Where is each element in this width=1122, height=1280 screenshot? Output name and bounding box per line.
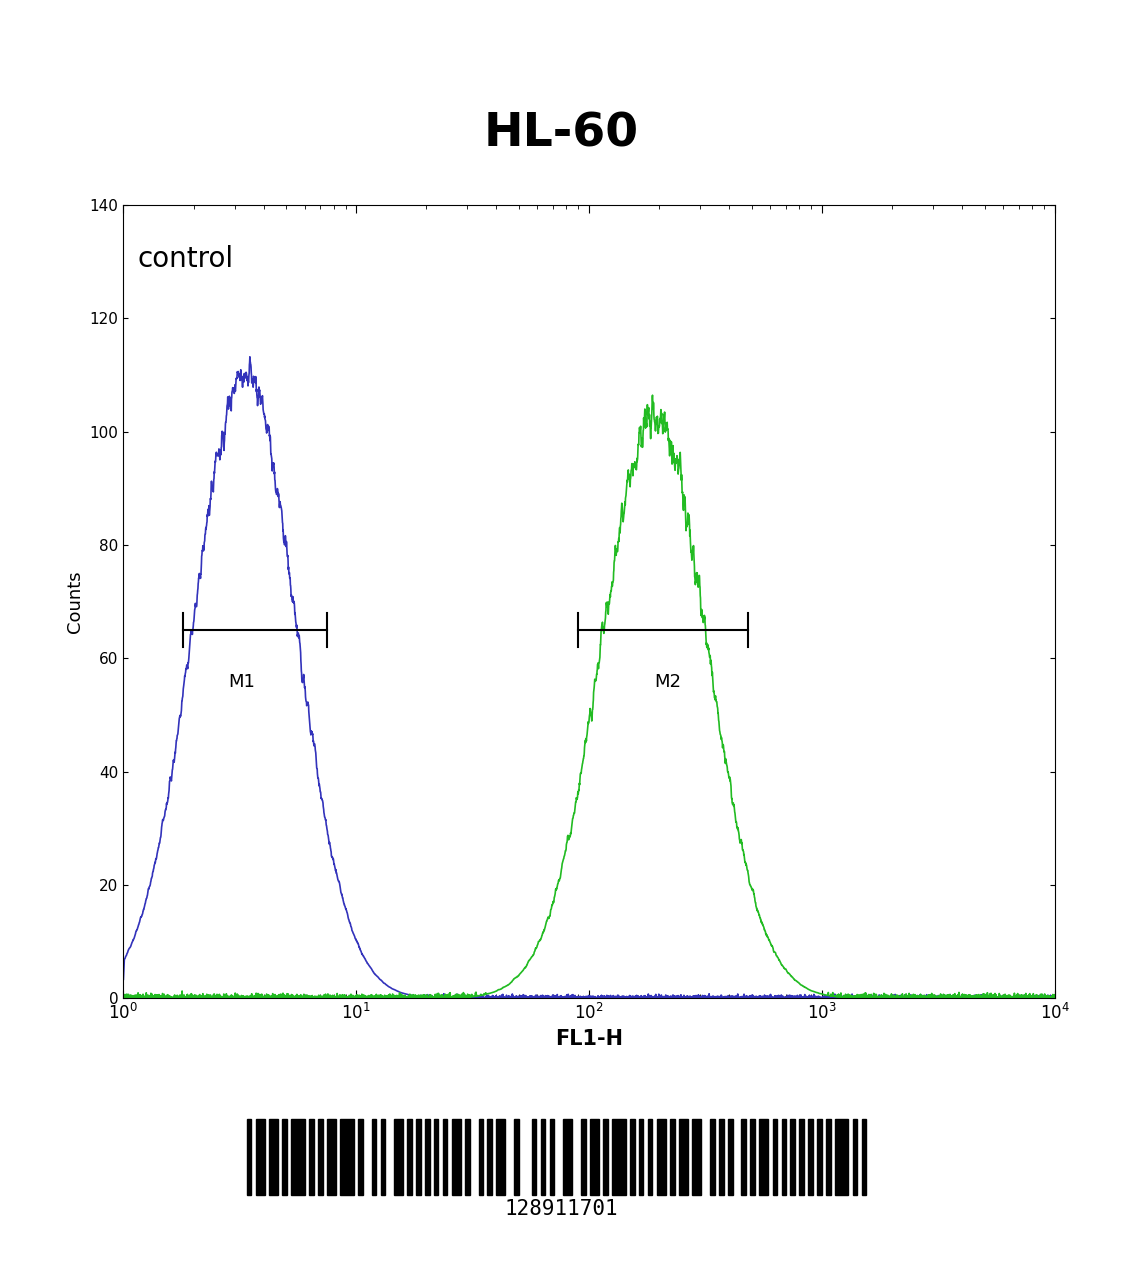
Bar <box>407 1119 412 1194</box>
Bar <box>719 1119 724 1194</box>
Bar <box>773 1119 778 1194</box>
Bar <box>487 1119 491 1194</box>
Bar <box>835 1119 848 1194</box>
Bar <box>550 1119 554 1194</box>
Bar <box>247 1119 251 1194</box>
Text: control: control <box>138 246 233 273</box>
Bar <box>452 1119 461 1194</box>
Bar <box>826 1119 830 1194</box>
Bar <box>283 1119 287 1194</box>
Bar <box>670 1119 674 1194</box>
Bar <box>358 1119 362 1194</box>
Bar <box>380 1119 385 1194</box>
Bar <box>496 1119 505 1194</box>
Bar <box>425 1119 430 1194</box>
Bar <box>791 1119 795 1194</box>
Bar <box>514 1119 518 1194</box>
Bar <box>604 1119 608 1194</box>
Text: HL-60: HL-60 <box>484 111 638 157</box>
Bar <box>371 1119 376 1194</box>
Bar <box>728 1119 733 1194</box>
Text: M2: M2 <box>654 672 681 691</box>
Bar <box>590 1119 599 1194</box>
X-axis label: FL1-H: FL1-H <box>555 1029 623 1048</box>
Bar <box>751 1119 755 1194</box>
Bar <box>760 1119 769 1194</box>
Bar <box>799 1119 803 1194</box>
Bar <box>466 1119 470 1194</box>
Bar <box>319 1119 323 1194</box>
Bar <box>853 1119 857 1194</box>
Bar <box>742 1119 746 1194</box>
Bar <box>640 1119 643 1194</box>
Bar <box>631 1119 635 1194</box>
Bar <box>310 1119 314 1194</box>
Bar <box>808 1119 812 1194</box>
Bar <box>269 1119 278 1194</box>
Bar <box>817 1119 821 1194</box>
Bar <box>613 1119 626 1194</box>
Bar <box>416 1119 421 1194</box>
Bar <box>782 1119 787 1194</box>
Bar <box>394 1119 403 1194</box>
Bar <box>434 1119 439 1194</box>
Bar <box>327 1119 335 1194</box>
Bar <box>679 1119 688 1194</box>
Y-axis label: Counts: Counts <box>66 571 84 632</box>
Bar <box>479 1119 482 1194</box>
Bar <box>443 1119 448 1194</box>
Bar <box>541 1119 545 1194</box>
Bar <box>340 1119 353 1194</box>
Bar <box>292 1119 305 1194</box>
Bar <box>656 1119 665 1194</box>
Bar <box>581 1119 586 1194</box>
Bar <box>862 1119 866 1194</box>
Text: 128911701: 128911701 <box>504 1199 618 1219</box>
Bar <box>563 1119 572 1194</box>
Bar <box>647 1119 652 1194</box>
Bar <box>710 1119 715 1194</box>
Text: M1: M1 <box>229 672 256 691</box>
Bar <box>692 1119 701 1194</box>
Bar <box>532 1119 536 1194</box>
Bar <box>256 1119 265 1194</box>
